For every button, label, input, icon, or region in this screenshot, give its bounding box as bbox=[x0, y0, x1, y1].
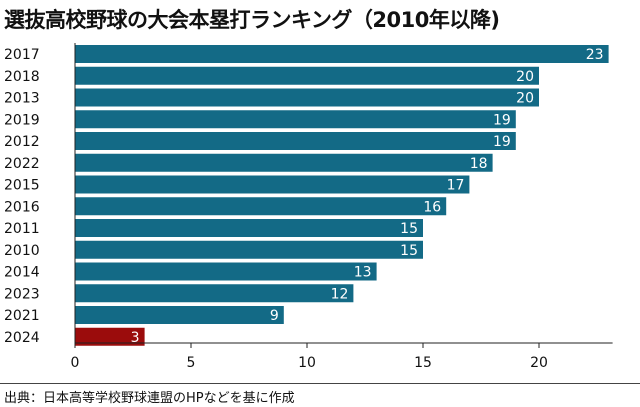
bar bbox=[75, 219, 423, 237]
year-label: 2019 bbox=[4, 112, 40, 128]
year-label: 2018 bbox=[4, 69, 40, 85]
year-label: 2023 bbox=[4, 286, 40, 302]
year-label: 2016 bbox=[4, 199, 40, 215]
x-tick-label: 10 bbox=[298, 355, 316, 371]
bar bbox=[75, 284, 354, 303]
x-tick-label: 0 bbox=[71, 355, 80, 371]
data-label: 20 bbox=[516, 69, 534, 85]
bar bbox=[75, 153, 493, 172]
bars-group: 2017 23 2018 20 2013 20 2019 19 2012 19 2022 18 2015… bbox=[4, 45, 609, 346]
bar bbox=[75, 197, 447, 216]
x-axis: 0 5 10 15 20 bbox=[71, 43, 613, 371]
source-divider bbox=[0, 383, 640, 384]
bar bbox=[75, 132, 516, 150]
data-label: 15 bbox=[400, 221, 418, 237]
year-label: 2011 bbox=[4, 221, 40, 237]
bar bbox=[75, 262, 377, 281]
year-label: 2021 bbox=[4, 308, 40, 324]
bar bbox=[75, 110, 516, 129]
x-tick-label: 20 bbox=[530, 355, 548, 371]
year-label: 2014 bbox=[4, 265, 40, 281]
data-label: 17 bbox=[447, 178, 465, 194]
year-label: 2010 bbox=[4, 243, 40, 259]
data-label: 16 bbox=[423, 199, 441, 215]
year-label: 2022 bbox=[4, 156, 40, 172]
data-label: 19 bbox=[493, 134, 511, 150]
data-label: 3 bbox=[131, 330, 140, 346]
data-label: 19 bbox=[493, 112, 511, 128]
data-label: 13 bbox=[354, 265, 372, 281]
year-label: 2024 bbox=[4, 330, 40, 346]
data-label: 12 bbox=[331, 286, 349, 302]
year-label: 2015 bbox=[4, 178, 40, 194]
bar bbox=[75, 88, 539, 107]
data-label: 9 bbox=[270, 308, 279, 324]
bar bbox=[75, 175, 470, 194]
data-label: 15 bbox=[400, 243, 418, 259]
year-label: 2013 bbox=[4, 91, 40, 107]
data-label: 18 bbox=[470, 156, 488, 172]
bar bbox=[75, 66, 539, 85]
chart-title: 選抜高校野球の大会本塁打ランキング（2010年以降) bbox=[4, 8, 500, 32]
bar-highlight bbox=[75, 327, 145, 346]
bar bbox=[75, 45, 609, 63]
x-tick-label: 15 bbox=[414, 355, 432, 371]
year-label: 2012 bbox=[4, 134, 40, 150]
x-tick-label: 5 bbox=[187, 355, 196, 371]
data-label: 20 bbox=[516, 91, 534, 107]
source-note: 出典：日本高等学校野球連盟のHPなどを基に作成 bbox=[4, 391, 295, 406]
bar bbox=[75, 240, 423, 259]
bar bbox=[75, 306, 284, 324]
data-label: 23 bbox=[586, 47, 604, 63]
year-label: 2017 bbox=[4, 47, 40, 63]
